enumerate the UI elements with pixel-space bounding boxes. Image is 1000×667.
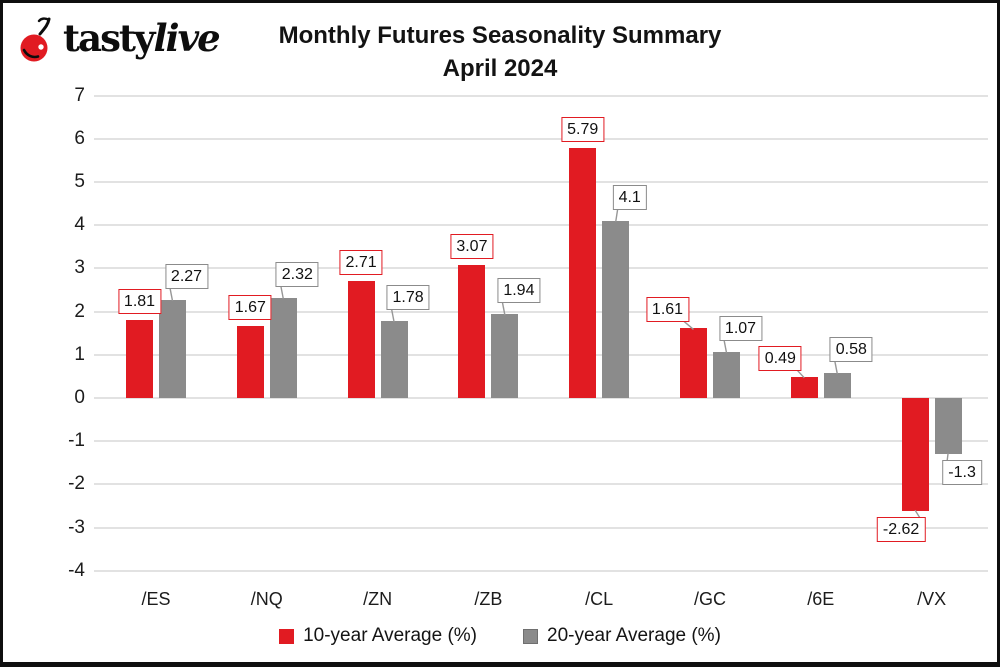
logo-text-live: live bbox=[153, 16, 221, 60]
chart-header: Monthly Futures Seasonality Summary Apri… bbox=[3, 19, 997, 85]
gridline bbox=[94, 181, 988, 183]
bar-10yr-NQ bbox=[236, 325, 264, 398]
gridline bbox=[94, 440, 988, 443]
gridline bbox=[94, 94, 988, 97]
gridline bbox=[94, 267, 988, 270]
value-label-10yr-VX: -2.62 bbox=[876, 517, 926, 543]
value-label-10yr-ZB: 3.07 bbox=[450, 234, 494, 260]
gridline bbox=[94, 310, 988, 313]
gridline bbox=[94, 353, 988, 356]
value-label-20yr-ZB: 1.94 bbox=[497, 278, 541, 304]
y-axis-tick-label: 2 bbox=[74, 300, 85, 322]
gridline bbox=[94, 483, 988, 486]
y-axis-tick-label: 4 bbox=[74, 214, 85, 236]
bar-10yr-ZN bbox=[347, 280, 375, 398]
bar-10yr-ZB bbox=[458, 265, 486, 398]
bar-20yr-GC bbox=[713, 351, 740, 398]
legend-label-20yr: 20-year Average (%) bbox=[547, 625, 721, 646]
x-axis-label-ZB: /ZB bbox=[474, 589, 503, 609]
value-label-10yr-NQ: 1.67 bbox=[228, 294, 272, 320]
bar-10yr-VX bbox=[901, 398, 929, 512]
y-axis-tick-label: 5 bbox=[74, 171, 85, 192]
legend-swatch-20yr bbox=[523, 628, 538, 644]
value-label-10yr-CL: 5.79 bbox=[561, 116, 605, 142]
y-axis-tick-label: 6 bbox=[74, 127, 85, 149]
value-label-20yr-VX: -1.3 bbox=[942, 460, 982, 486]
value-label-20yr-NQ: 2.32 bbox=[275, 261, 319, 287]
bar-10yr-GC bbox=[680, 328, 707, 398]
cherry-icon bbox=[19, 17, 59, 70]
y-axis-tick-label: 0 bbox=[74, 387, 85, 408]
y-axis-tick-label: -4 bbox=[68, 559, 85, 581]
chart-title: Monthly Futures Seasonality Summary bbox=[278, 22, 722, 49]
value-label-20yr-6E: 0.58 bbox=[829, 336, 873, 362]
x-axis-label-NQ: /NQ bbox=[250, 589, 283, 609]
gridline bbox=[94, 526, 988, 529]
value-label-10yr-6E: 0.49 bbox=[758, 345, 802, 371]
logo-text-tasty: tasty bbox=[63, 16, 155, 60]
y-axis-tick-label: -3 bbox=[68, 516, 85, 538]
value-label-20yr-ZN: 1.78 bbox=[386, 285, 430, 311]
bar-chart: 7 6 5 4 3 2 1 0 -1 -2 -3 -4 1.81 2.27/ES 1.67 2.32/NQ 2.… bbox=[3, 3, 997, 662]
bar-20yr-VX bbox=[934, 398, 962, 455]
bar-20yr-ZN bbox=[380, 321, 408, 398]
bar-20yr-6E bbox=[823, 372, 851, 398]
logo-text: tastylive bbox=[63, 15, 221, 61]
x-axis-label-ES: /ES bbox=[141, 589, 171, 609]
bar-10yr-ES bbox=[126, 319, 153, 398]
value-label-10yr-GC: 1.61 bbox=[645, 297, 690, 323]
x-axis-label-VX: /VX bbox=[917, 589, 947, 609]
value-label-10yr-ES: 1.81 bbox=[117, 288, 162, 314]
tastylive-logo: tastylive bbox=[19, 15, 221, 70]
chart-subtitle: April 2024 bbox=[442, 55, 558, 82]
value-label-20yr-CL: 4.1 bbox=[612, 184, 647, 210]
gridline bbox=[94, 137, 988, 140]
y-axis-tick-label: 3 bbox=[74, 257, 85, 279]
legend: 10-year Average (%) 20-year Average (%) bbox=[3, 625, 997, 647]
gridline bbox=[94, 224, 988, 227]
y-axis-tick-label: -2 bbox=[68, 473, 85, 495]
legend-item-10yr: 10-year Average (%) bbox=[279, 625, 477, 647]
y-axis-tick-label: 1 bbox=[74, 343, 85, 365]
legend-item-20yr: 20-year Average (%) bbox=[523, 625, 721, 647]
y-axis-tick-label: 7 bbox=[74, 84, 85, 106]
bar-20yr-CL bbox=[602, 220, 630, 398]
value-label-10yr-ZN: 2.71 bbox=[339, 249, 383, 275]
legend-label-10yr: 10-year Average (%) bbox=[303, 625, 477, 646]
x-axis-label-CL: /CL bbox=[585, 589, 614, 609]
bar-20yr-ZB bbox=[491, 314, 519, 398]
bar-10yr-6E bbox=[790, 376, 818, 398]
bar-20yr-ES bbox=[159, 299, 186, 398]
value-label-20yr-ES: 2.27 bbox=[164, 263, 209, 289]
legend-swatch-10yr bbox=[279, 628, 295, 644]
gridline bbox=[94, 397, 988, 399]
bar-20yr-NQ bbox=[269, 297, 297, 398]
bar-10yr-CL bbox=[569, 147, 597, 398]
x-axis-label-ZN: /ZN bbox=[363, 589, 393, 609]
x-axis-label-6E: /6E bbox=[807, 589, 835, 609]
y-axis-tick-label: -1 bbox=[68, 430, 85, 452]
x-axis-label-GC: /GC bbox=[693, 589, 726, 609]
gridline bbox=[94, 569, 988, 572]
value-label-20yr-GC: 1.07 bbox=[718, 315, 763, 341]
